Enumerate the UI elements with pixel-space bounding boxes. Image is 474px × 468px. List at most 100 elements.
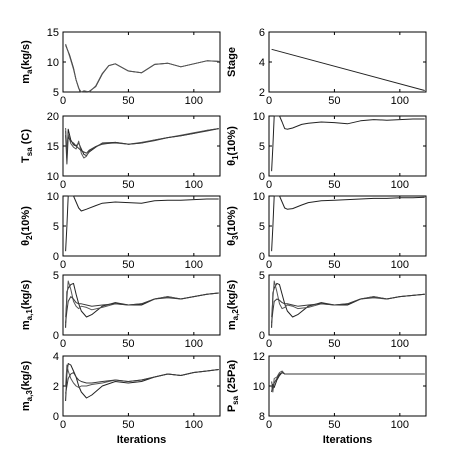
y-tick-label: 0 [53,411,59,423]
y-tick-label: 0 [53,251,59,263]
y-tick-label: 5 [259,141,265,153]
y-axis-label: Stage [226,47,238,77]
panel-theta1: 0 50 100 0 5 10 θ1(10%) [226,111,427,191]
series-line-3 [271,372,425,390]
series-line-2 [65,280,219,318]
y-tick-label: 4 [53,351,59,363]
x-tick-label: 50 [122,419,134,431]
panel-ma1: 0 50 100 0 5 ma,1(kg/s) [20,270,221,350]
x-tick-label: 100 [391,95,409,107]
y-axis-label: θ3(10%) [226,206,240,246]
x-tick-label: 50 [122,259,134,271]
x-tick-label: 0 [266,419,272,431]
series-line-3 [65,369,219,394]
y-tick-label: 15 [47,141,59,153]
y-axis-label: ma,1(kg/s) [20,280,34,331]
y-tick-label: 5 [53,87,59,99]
y-tick-label: 10 [47,57,59,69]
series-line-3 [65,128,219,165]
x-tick-label: 0 [266,179,272,191]
y-axis-label: Psa (25Pa) [226,360,240,413]
x-tick-label: 50 [328,179,340,191]
y-tick-label: 0 [259,330,265,342]
series-line-1 [271,48,425,91]
series-line-1 [65,45,219,93]
series-line-1 [271,195,425,252]
x-tick-label: 100 [185,419,203,431]
y-tick-label: 2 [53,381,59,393]
x-tick-label: 50 [328,95,340,107]
x-tick-label: 50 [122,179,134,191]
x-tick-label: 50 [122,338,134,350]
x-tick-label: 0 [266,338,272,350]
panel-theta3: 0 50 100 0 5 10 θ3(10%) [226,191,427,271]
series-line-1 [271,115,425,172]
y-tick-label: 10 [253,191,265,203]
axes-box [268,195,427,257]
x-tick-label: 100 [391,179,409,191]
x-tick-label: 100 [391,259,409,271]
x-tick-label: 0 [266,95,272,107]
y-tick-label: 5 [259,270,265,282]
series-line-1 [271,372,425,393]
x-tick-label: 50 [122,95,134,107]
axes-box [62,31,221,93]
x-tick-label: 0 [60,419,66,431]
y-tick-label: 4 [259,57,265,69]
panel-ma3: 0 50 100 0 2 4 ma,3(kg/s) Iterations [20,351,221,446]
x-tick-label: 0 [60,179,66,191]
y-tick-label: 5 [53,270,59,282]
x-tick-label: 100 [185,259,203,271]
axes-box [62,115,221,177]
x-tick-label: 100 [391,338,409,350]
axes-box [268,274,427,336]
x-tick-label: 0 [60,338,66,350]
panel-ma: 0 50 100 5 10 15 ma(kg/s) [20,27,221,107]
y-tick-label: 0 [259,251,265,263]
panel-ma2: 0 50 100 0 5 ma,2(kg/s) [226,270,427,350]
y-axis-label: θ2(10%) [20,206,34,246]
series-line-3 [271,293,425,324]
x-tick-label: 0 [266,259,272,271]
y-tick-label: 20 [47,111,59,123]
series-line-1 [65,363,219,402]
y-tick-label: 6 [259,27,265,39]
y-axis-label: Tsa (C) [20,129,34,163]
panel-psa: 0 50 100 8 10 12 Psa (25Pa) Iterations [226,351,427,446]
x-tick-label: 0 [60,259,66,271]
panel-stage: 0 50 100 2 4 6 Stage [226,27,427,107]
y-tick-label: 10 [253,111,265,123]
series-line-1 [65,195,219,252]
x-axis-label: Iterations [117,434,167,446]
x-axis-label: Iterations [323,434,373,446]
x-tick-label: 50 [328,259,340,271]
axes-box [62,274,221,336]
series-line-2 [271,280,425,318]
y-tick-label: 10 [253,381,265,393]
y-tick-label: 0 [53,330,59,342]
y-axis-label: ma,2(kg/s) [226,280,240,331]
y-tick-label: 5 [259,221,265,233]
x-tick-label: 100 [185,95,203,107]
x-tick-label: 100 [185,338,203,350]
y-axis-label: ma,3(kg/s) [20,361,34,412]
y-tick-label: 12 [253,351,265,363]
x-tick-label: 50 [328,419,340,431]
y-axis-label: θ1(10%) [226,126,240,166]
y-tick-label: 10 [47,171,59,183]
axes-box [268,115,427,177]
y-tick-label: 5 [53,221,59,233]
y-tick-label: 2 [259,87,265,99]
x-tick-label: 100 [391,419,409,431]
series-line-3 [65,292,219,324]
panel-theta2: 0 50 100 0 5 10 θ2(10%) [20,191,221,271]
series-line-2 [65,364,219,388]
axes-box [268,31,427,93]
y-tick-label: 15 [47,27,59,39]
x-tick-label: 50 [328,338,340,350]
x-tick-label: 0 [60,95,66,107]
panel-tsa: 0 50 100 10 15 20 Tsa (C) [20,111,221,191]
y-tick-label: 0 [259,171,265,183]
y-tick-label: 8 [259,411,265,423]
